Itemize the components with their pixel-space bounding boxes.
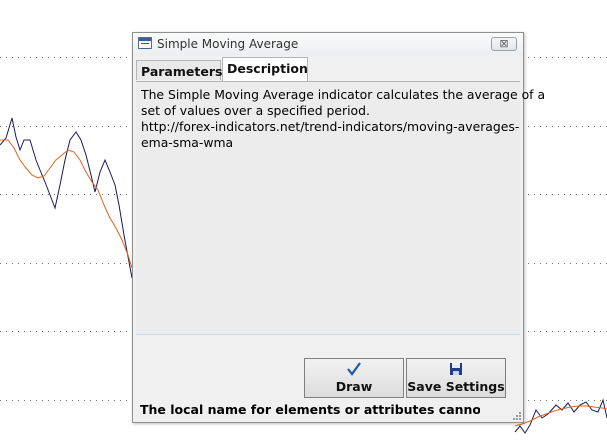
app-window-icon [138, 37, 152, 49]
description-panel: The Simple Moving Average indicator calc… [136, 82, 546, 335]
description-link[interactable]: http://forex-indicators.net/trend-indica… [141, 119, 520, 134]
sma-line-right [514, 405, 607, 427]
resize-grip-icon[interactable] [511, 410, 521, 420]
title-bar[interactable]: Simple Moving Average ⊠ [133, 33, 523, 55]
description-line: set of values over a specified period. [141, 103, 370, 118]
tab-strip: Parameters Description [136, 57, 520, 82]
status-message: The local name for elements or attribute… [140, 402, 480, 417]
dialog-title: Simple Moving Average [157, 37, 299, 51]
tab-description[interactable]: Description [222, 57, 308, 81]
description-line: The Simple Moving Average indicator calc… [141, 87, 546, 102]
checkmark-icon [305, 361, 403, 379]
sma-line [0, 139, 133, 269]
description-link-cont[interactable]: ema-sma-wma [141, 135, 234, 150]
price-line-right [514, 398, 607, 434]
tab-parameters[interactable]: Parameters [136, 60, 222, 80]
save-settings-label: Save Settings [407, 379, 505, 394]
close-button[interactable]: ⊠ [491, 37, 517, 51]
tab-divider [136, 81, 520, 82]
draw-button-label: Draw [335, 379, 373, 394]
price-line [0, 117, 133, 279]
draw-button[interactable]: Draw [304, 358, 404, 398]
sma-dialog: Simple Moving Average ⊠ Parameters Descr… [132, 32, 546, 423]
floppy-disk-icon [407, 361, 505, 379]
save-settings-button[interactable]: Save Settings [406, 358, 506, 398]
